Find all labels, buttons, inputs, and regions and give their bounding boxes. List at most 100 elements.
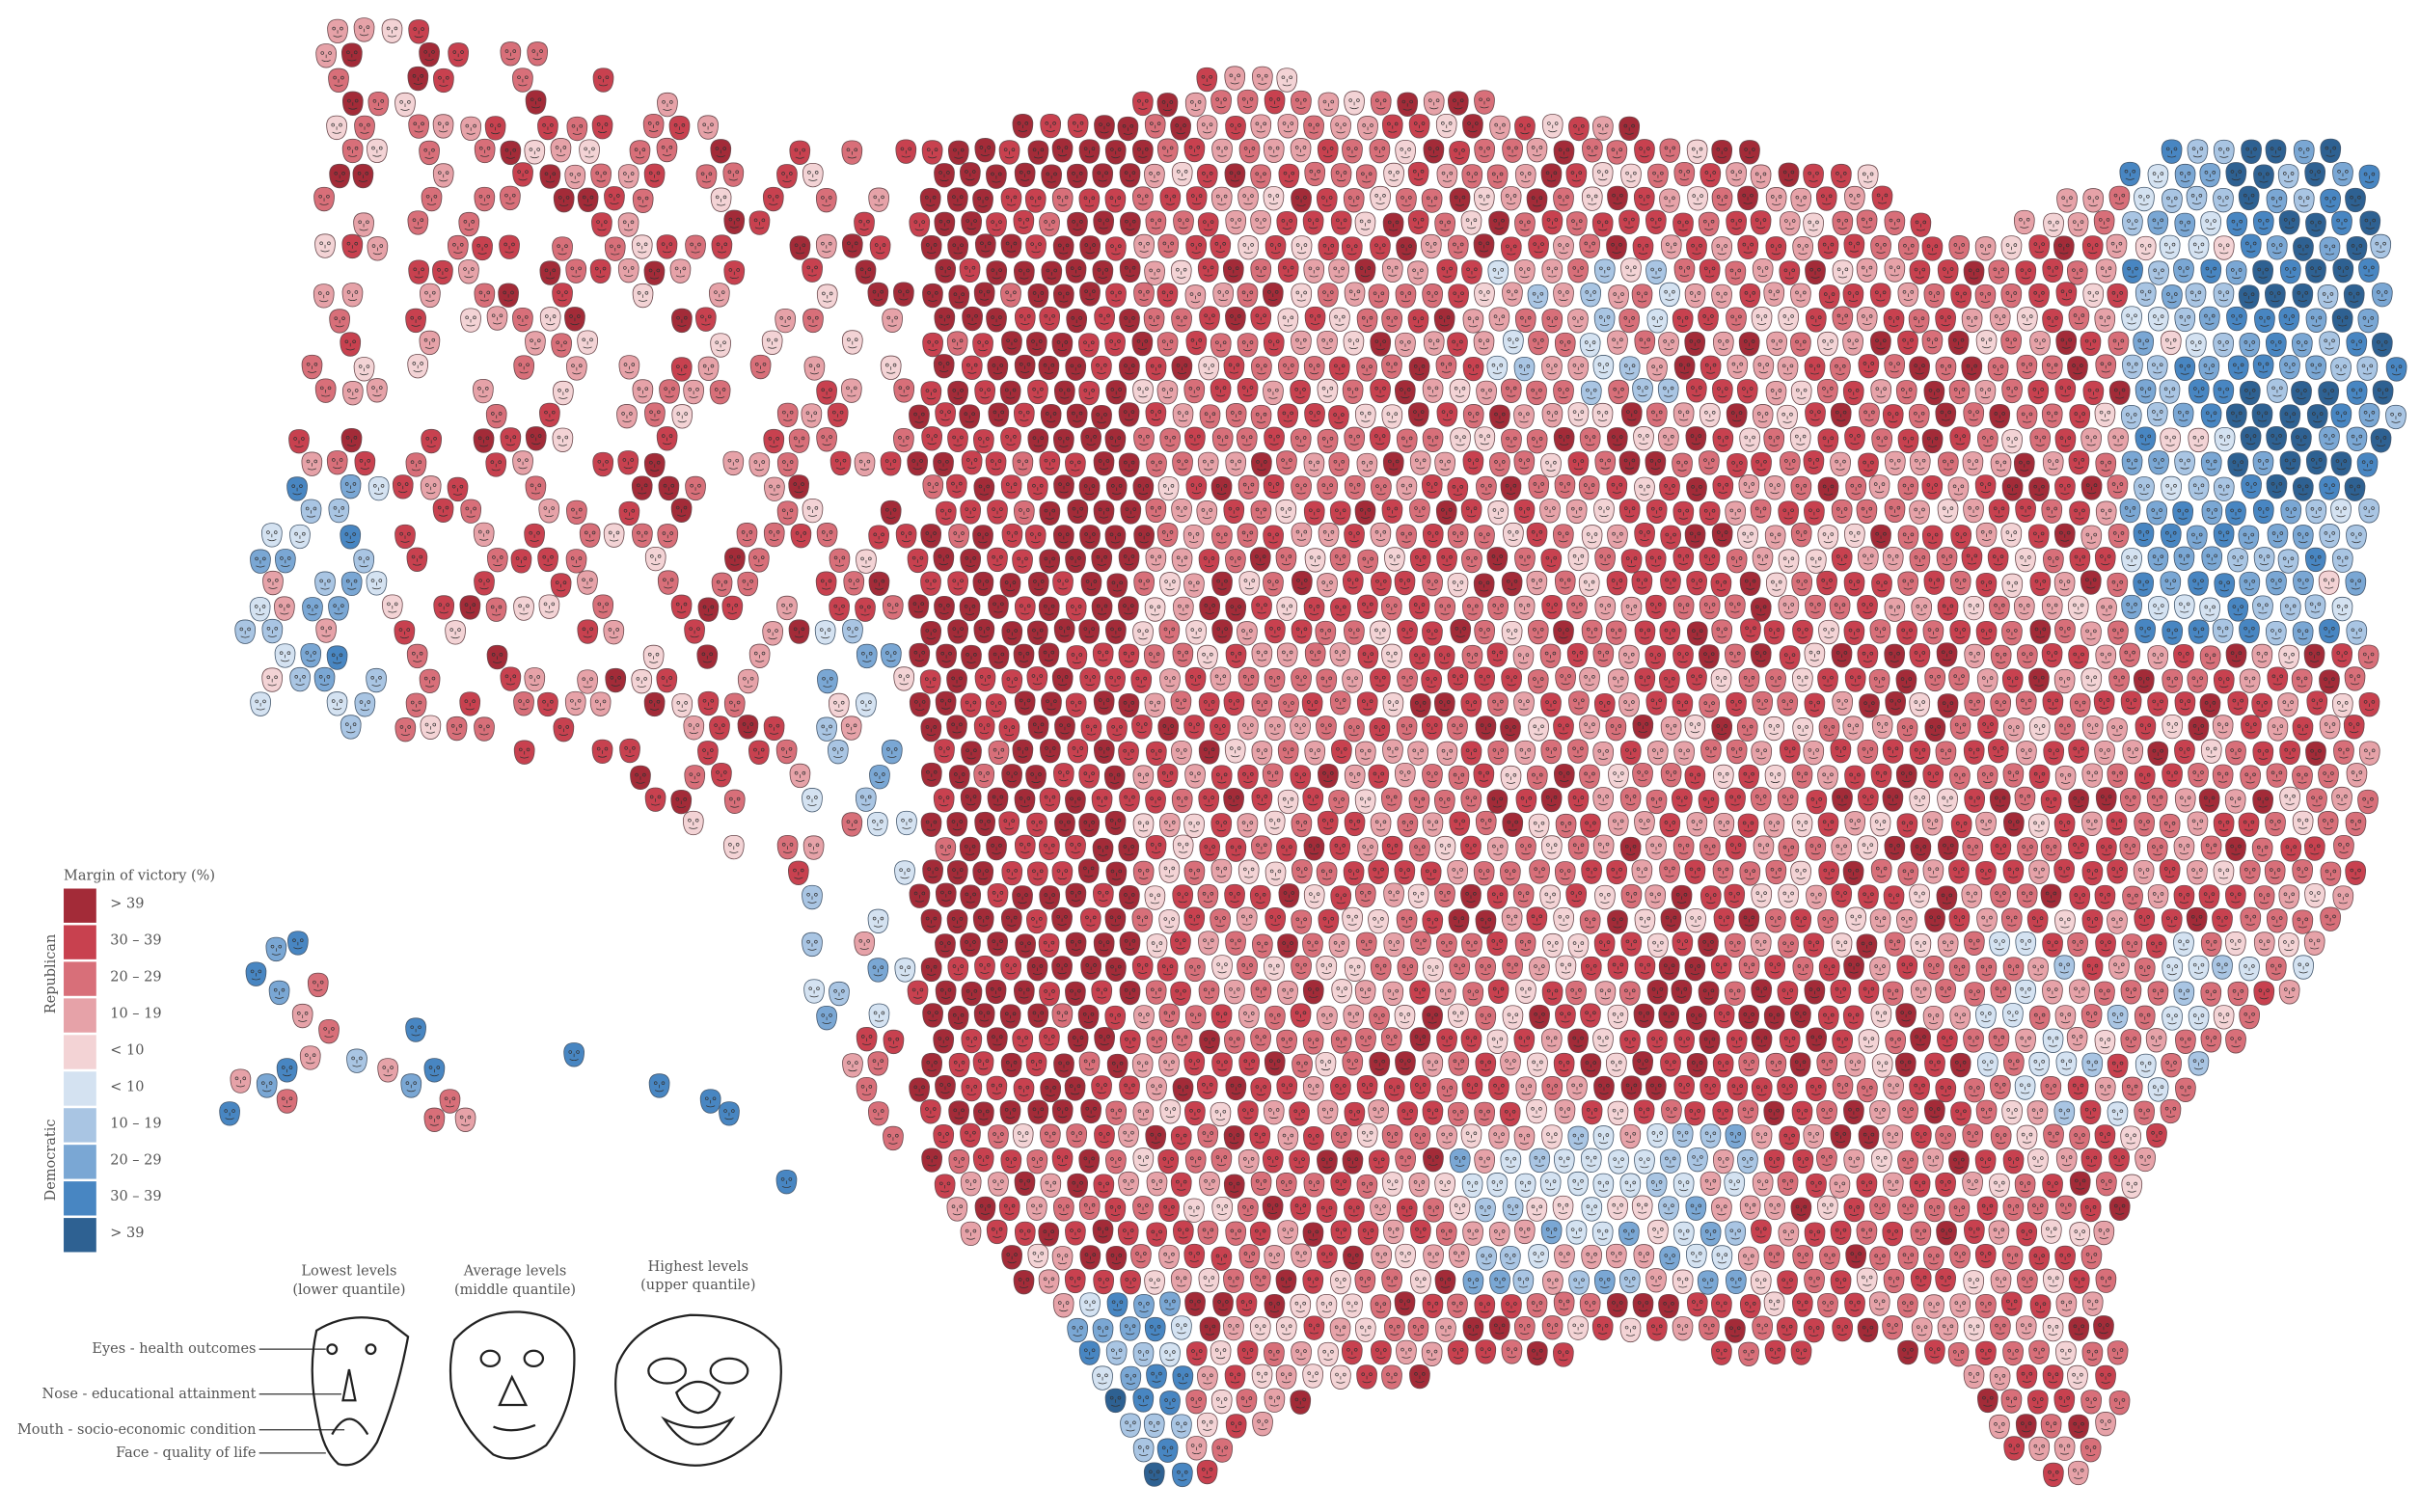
- face-features: [846, 148, 857, 159]
- face-features: [413, 122, 424, 133]
- county-face: [1526, 429, 1548, 454]
- county-face: [1462, 309, 1484, 334]
- county-face: [406, 547, 428, 572]
- face-features: [1255, 172, 1266, 183]
- county-face: [2041, 403, 2063, 428]
- face-features: [517, 315, 529, 326]
- county-face: [577, 187, 599, 213]
- county-face: [2188, 475, 2210, 500]
- county-face: [1225, 403, 1247, 428]
- county-face: [2227, 548, 2248, 573]
- face-features: [2087, 243, 2099, 255]
- county-face: [1237, 89, 1259, 115]
- county-face: [880, 451, 902, 476]
- county-face: [1447, 91, 1469, 116]
- county-face: [1292, 570, 1313, 596]
- face-features: [1571, 219, 1583, 230]
- county-face: [2017, 307, 2038, 332]
- county-face: [513, 596, 534, 621]
- face-features: [1230, 314, 1241, 325]
- face-features: [1309, 169, 1320, 180]
- face-features: [1821, 194, 1833, 205]
- county-face: [1184, 666, 1207, 692]
- county-face: [1856, 209, 1878, 234]
- county-face: [2199, 162, 2221, 188]
- county-face: [1659, 188, 1680, 213]
- county-face: [841, 330, 863, 355]
- county-face: [1093, 210, 1115, 235]
- face-features: [2258, 218, 2270, 230]
- county-face: [748, 452, 771, 477]
- face-features: [662, 100, 673, 111]
- county-face: [632, 379, 654, 404]
- face-features: [1216, 194, 1228, 205]
- county-face: [1789, 426, 1811, 451]
- face-features: [1072, 220, 1083, 230]
- county-face: [856, 643, 878, 669]
- county-face: [1317, 330, 1338, 356]
- county-face: [1514, 164, 1536, 189]
- county-face: [1592, 116, 1614, 141]
- county-face: [1725, 260, 1747, 285]
- county-face: [1395, 139, 1416, 165]
- county-face: [1104, 667, 1126, 693]
- county-face: [2159, 379, 2181, 404]
- county-face: [1435, 354, 1457, 380]
- county-face: [1987, 547, 2009, 572]
- county-face: [960, 548, 982, 574]
- county-face: [1330, 210, 1352, 235]
- county-face: [1433, 308, 1455, 333]
- face-features: [1531, 146, 1543, 156]
- face-features: [1428, 98, 1440, 110]
- face-features: [1979, 292, 1992, 303]
- face-features: [1045, 122, 1056, 132]
- county-face: [1370, 332, 1392, 357]
- county-face: [2252, 354, 2274, 379]
- county-face: [988, 644, 1010, 669]
- face-features: [1321, 338, 1333, 349]
- county-face: [2278, 209, 2300, 235]
- face-features: [2005, 291, 2017, 302]
- county-face: [1659, 475, 1680, 501]
- county-face: [2028, 476, 2050, 502]
- face-features: [347, 98, 359, 110]
- face-features: [2270, 196, 2283, 207]
- face-features: [1863, 172, 1874, 183]
- county-face: [2330, 499, 2352, 524]
- county-face: [721, 595, 744, 621]
- county-face: [2173, 594, 2195, 619]
- county-face: [1672, 595, 1695, 620]
- face-features: [807, 315, 819, 327]
- county-face: [590, 163, 612, 188]
- face-features: [874, 243, 886, 255]
- county-face: [2147, 164, 2169, 189]
- face-features: [1663, 339, 1674, 351]
- county-face: [1251, 452, 1272, 477]
- county-face: [1606, 427, 1628, 452]
- county-face: [1503, 522, 1524, 548]
- county-face: [1197, 212, 1219, 237]
- county-face: [2239, 618, 2260, 644]
- county-face: [827, 402, 849, 428]
- county-face: [1884, 643, 1906, 669]
- county-face: [1291, 619, 1313, 644]
- face-features: [1124, 171, 1136, 182]
- county-face: [1779, 451, 1801, 476]
- county-face: [2053, 668, 2076, 694]
- face-features: [1099, 313, 1110, 325]
- county-face: [2279, 404, 2301, 429]
- county-face: [1275, 499, 1297, 525]
- county-face: [683, 379, 704, 405]
- county-face: [274, 643, 296, 668]
- county-face: [2239, 668, 2261, 693]
- county-face: [2001, 429, 2023, 454]
- county-face: [1987, 357, 2009, 382]
- county-face: [2066, 260, 2088, 285]
- face-features: [1401, 99, 1413, 111]
- county-face: [1013, 500, 1035, 526]
- county-face: [2041, 499, 2063, 524]
- face-features: [2245, 147, 2257, 158]
- face-features: [529, 148, 540, 159]
- county-face: [564, 307, 585, 332]
- county-face: [1184, 284, 1207, 310]
